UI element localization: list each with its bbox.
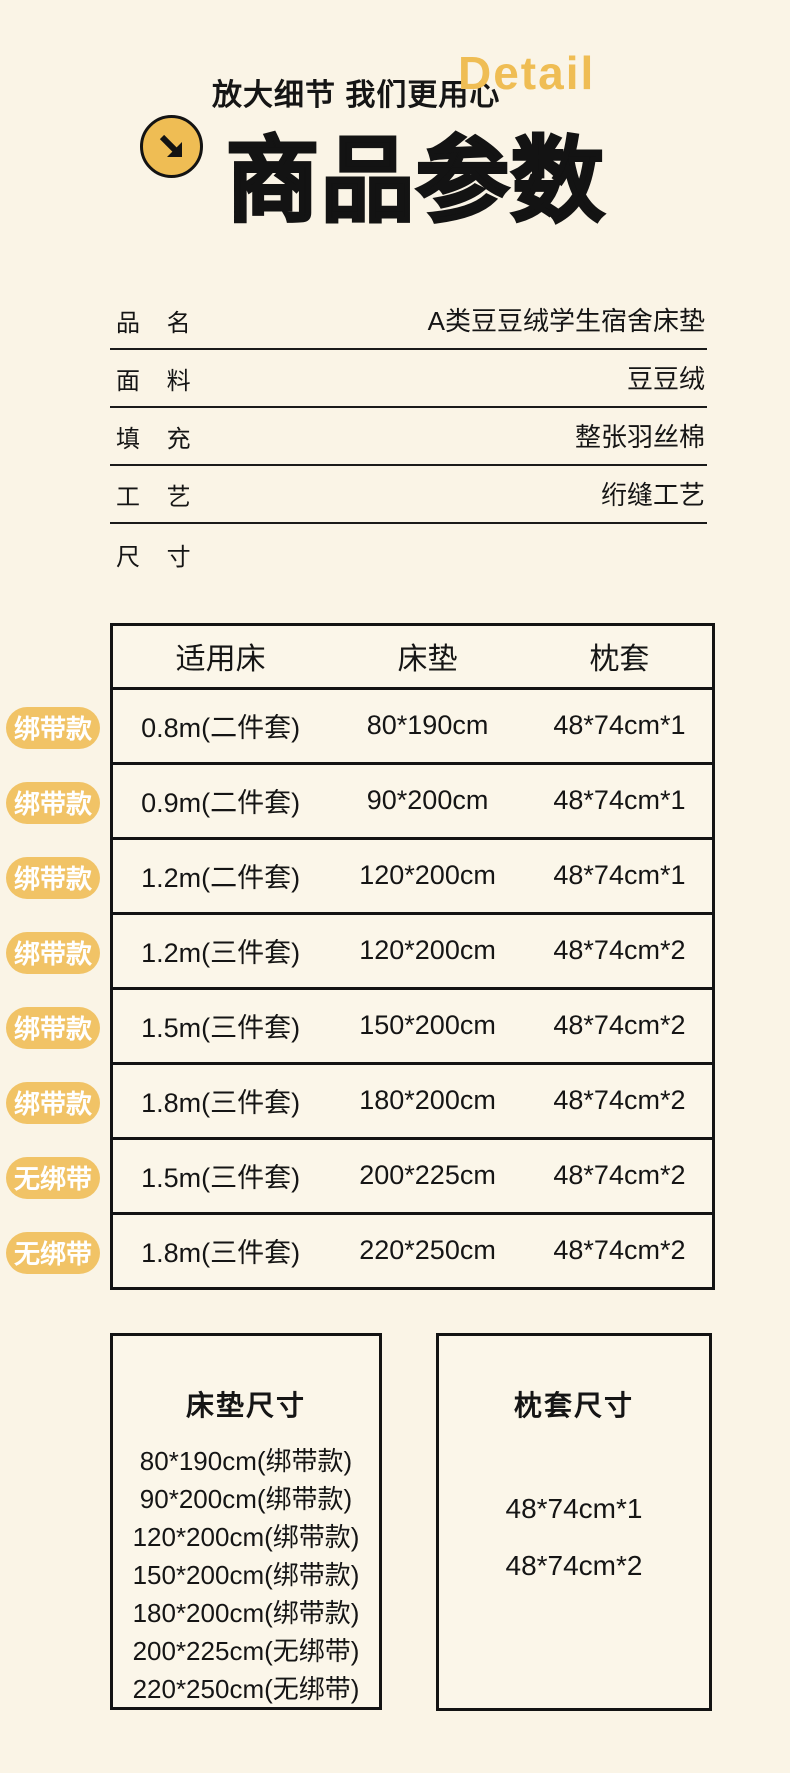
table-row: 1.8m(三件套) 220*250cm 48*74cm*2 (112, 1213, 714, 1288)
badge-rail: 绑带款 绑带款 绑带款 绑带款 绑带款 绑带款 无绑带 无绑带 (0, 623, 110, 1290)
spec-row-size: 尺 寸 (110, 524, 707, 582)
spec-label: 面 料 (116, 368, 201, 395)
page-title: 商品参数 (225, 128, 606, 234)
cell-bed: 0.8m(二件套) (141, 713, 301, 744)
cell-pillow: 48*74cm*2 (553, 1010, 686, 1041)
col-header-mattress: 床垫 (397, 643, 458, 677)
cell-bed: 1.8m(三件套) (141, 1088, 301, 1119)
cell-pillow: 48*74cm*1 (553, 860, 686, 891)
style-badge: 绑带款 (6, 856, 100, 899)
cell-pillow: 48*74cm*2 (553, 935, 686, 966)
cell-pillow: 48*74cm*2 (553, 1235, 686, 1266)
pillow-size-box-title: 枕套尺寸 (513, 1390, 634, 1421)
cell-bed: 1.8m(三件套) (141, 1238, 301, 1269)
list-item: 48*74cm*1 (505, 1493, 643, 1524)
style-badge: 绑带款 (6, 706, 100, 749)
cell-mattress: 200*225cm (359, 1160, 496, 1191)
cell-pillow: 48*74cm*1 (553, 710, 686, 741)
list-item: 200*225cm(无绑带) (132, 1636, 360, 1666)
style-badge: 绑带款 (6, 1081, 100, 1124)
cell-pillow: 48*74cm*2 (553, 1085, 686, 1116)
col-header-pillow: 枕套 (589, 643, 650, 677)
table-row: 1.5m(三件套) 200*225cm 48*74cm*2 (111, 1138, 714, 1214)
pillow-size-list: 48*74cm*1 48*74cm*2 (439, 1480, 709, 1594)
arrow-circle-badge (140, 115, 203, 178)
list-item: 220*250cm(无绑带) (132, 1674, 360, 1704)
cell-mattress: 80*190cm (366, 710, 489, 741)
table-row: 1.2m(二件套) 120*200cm 48*74cm*1 (111, 838, 714, 914)
spec-row-fabric: 面 料 豆豆绒 (110, 350, 707, 408)
mattress-size-box-title: 床垫尺寸 (185, 1390, 306, 1421)
style-badge: 绑带款 (6, 781, 100, 824)
header-tagline: 放大细节 我们更用心 (212, 79, 501, 112)
size-table-header-row: 适用床 床垫 枕套 (111, 625, 714, 689)
style-badge: 无绑带 (6, 1156, 100, 1199)
spec-row-filling: 填 充 整张羽丝棉 (110, 408, 707, 466)
mattress-size-list: 80*190cm(绑带款) 90*200cm(绑带款) 120*200cm(绑带… (113, 1442, 379, 1708)
spec-list: 品 名 A类豆豆绒学生宿舍床垫 面 料 豆豆绒 填 充 整张羽丝棉 工 艺 绗缝… (110, 292, 707, 582)
cell-bed: 0.9m(二件套) (141, 788, 301, 819)
cell-bed: 1.5m(三件套) (141, 1163, 301, 1194)
list-item: 150*200cm(绑带款) (132, 1560, 360, 1590)
cell-bed: 1.2m(二件套) (141, 863, 301, 894)
table-row: 0.9m(二件套) 90*200cm 48*74cm*1 (111, 763, 714, 839)
list-item: 48*74cm*2 (505, 1550, 643, 1581)
cell-bed: 1.2m(三件套) (141, 938, 301, 969)
cell-mattress: 220*250cm (359, 1235, 496, 1266)
list-item: 90*200cm(绑带款) (139, 1484, 353, 1514)
cell-mattress: 120*200cm (359, 935, 496, 966)
arrow-down-right-icon (152, 127, 192, 167)
cell-bed: 1.5m(三件套) (141, 1013, 301, 1044)
spec-value: 豆豆绒 (626, 364, 705, 394)
spec-value: 整张羽丝棉 (574, 422, 705, 452)
detail-label: Detail (458, 47, 596, 99)
cell-mattress: 120*200cm (359, 860, 496, 891)
table-row: 1.8m(三件套) 180*200cm 48*74cm*2 (111, 1063, 714, 1139)
style-badge: 绑带款 (6, 1006, 100, 1049)
list-item: 80*190cm(绑带款) (139, 1446, 353, 1476)
cell-pillow: 48*74cm*2 (553, 1160, 686, 1191)
size-table-zone: 绑带款 绑带款 绑带款 绑带款 绑带款 绑带款 无绑带 无绑带 适用床 床垫 枕… (0, 623, 715, 1290)
mattress-size-box: 床垫尺寸 80*190cm(绑带款) 90*200cm(绑带款) 120*200… (110, 1333, 382, 1710)
spec-row-name: 品 名 A类豆豆绒学生宿舍床垫 (110, 292, 707, 350)
table-row: 0.8m(二件套) 80*190cm 48*74cm*1 (111, 688, 714, 764)
spec-label: 尺 寸 (116, 544, 201, 571)
list-item: 180*200cm(绑带款) (132, 1598, 360, 1628)
size-table: 适用床 床垫 枕套 0.8m(二件套) 80*190cm 48*74cm*1 0… (110, 623, 715, 1290)
list-item: 120*200cm(绑带款) (132, 1522, 360, 1552)
pillow-size-box: 枕套尺寸 48*74cm*1 48*74cm*2 (436, 1333, 712, 1711)
spec-label: 工 艺 (116, 484, 201, 511)
style-badge: 绑带款 (6, 931, 100, 974)
style-badge: 无绑带 (6, 1231, 100, 1274)
table-row: 1.5m(三件套) 150*200cm 48*74cm*2 (111, 988, 714, 1064)
cell-mattress: 90*200cm (366, 785, 489, 816)
spec-value: 绗缝工艺 (600, 480, 705, 510)
cell-pillow: 48*74cm*1 (553, 785, 686, 816)
spec-label: 品 名 (116, 310, 201, 337)
col-header-bed: 适用床 (175, 643, 266, 677)
spec-label: 填 充 (116, 426, 201, 453)
cell-mattress: 150*200cm (359, 1010, 496, 1041)
spec-value: A类豆豆绒学生宿舍床垫 (427, 306, 705, 336)
spec-row-craft: 工 艺 绗缝工艺 (110, 466, 707, 524)
cell-mattress: 180*200cm (359, 1085, 496, 1116)
table-row: 1.2m(三件套) 120*200cm 48*74cm*2 (111, 913, 714, 989)
